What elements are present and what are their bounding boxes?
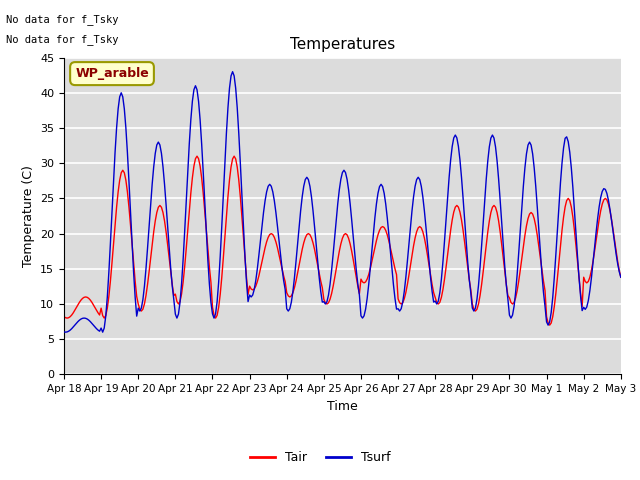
Tair bbox=[193, 153, 201, 159]
Tair bbox=[379, 224, 387, 229]
Tsurf bbox=[77, 316, 85, 322]
Tsurf bbox=[552, 252, 559, 258]
Tsurf bbox=[228, 69, 236, 74]
Tair bbox=[397, 301, 405, 307]
Tair bbox=[164, 242, 172, 248]
Y-axis label: Temperature (C): Temperature (C) bbox=[22, 165, 35, 267]
Text: WP_arable: WP_arable bbox=[75, 67, 149, 80]
Legend: Tair, Tsurf: Tair, Tsurf bbox=[245, 446, 395, 469]
Tsurf bbox=[412, 183, 419, 189]
Line: Tair: Tair bbox=[64, 156, 621, 325]
Line: Tsurf: Tsurf bbox=[64, 72, 621, 332]
Tair bbox=[76, 300, 83, 305]
Text: No data for f_Tsky: No data for f_Tsky bbox=[6, 34, 119, 45]
Tsurf bbox=[165, 246, 173, 252]
Title: Temperatures: Temperatures bbox=[290, 37, 395, 52]
Tair bbox=[410, 243, 417, 249]
Tsurf bbox=[399, 299, 406, 305]
Tair bbox=[60, 314, 68, 320]
Text: No data for f_Tsky: No data for f_Tsky bbox=[6, 14, 119, 25]
Tair bbox=[552, 290, 559, 296]
Tsurf bbox=[61, 329, 69, 335]
Tair bbox=[617, 275, 625, 280]
Tsurf bbox=[60, 329, 68, 335]
Tair bbox=[546, 322, 554, 328]
Tsurf bbox=[617, 275, 625, 280]
Tsurf bbox=[380, 191, 388, 196]
X-axis label: Time: Time bbox=[327, 400, 358, 413]
